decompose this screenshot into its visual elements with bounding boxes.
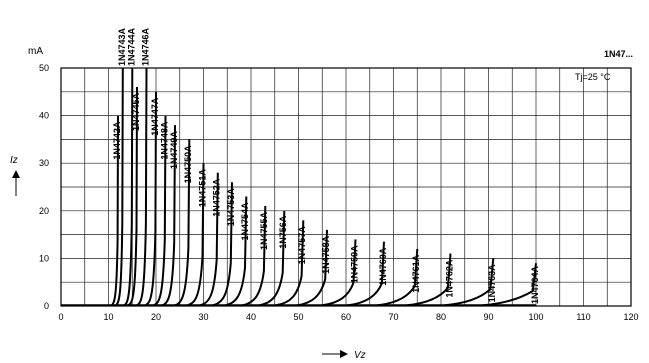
series-curve xyxy=(406,253,452,307)
series-curve xyxy=(187,163,205,307)
y-tick-label: 30 xyxy=(39,158,49,168)
series-label: 1N4749A xyxy=(169,131,179,170)
y-arrow-head xyxy=(12,170,20,178)
series-label: 1N4745A xyxy=(131,93,141,132)
y-unit-label: mA xyxy=(28,46,43,57)
series-curve xyxy=(123,67,134,307)
series-label: 1N4743A xyxy=(117,27,127,66)
series-curve xyxy=(258,210,286,307)
series-curves xyxy=(61,67,537,307)
series-curve xyxy=(127,86,138,307)
y-tick-label: 50 xyxy=(39,63,49,73)
series-curve xyxy=(322,239,357,307)
series-label: 1N4747A xyxy=(150,97,160,136)
series-label: 1N4742A xyxy=(112,121,122,160)
series-curve xyxy=(174,139,191,307)
series-curve xyxy=(347,241,385,307)
series-label: 1N4758A xyxy=(321,235,331,274)
series-label: 1N4762A xyxy=(445,259,455,298)
x-tick-label: 0 xyxy=(58,312,63,322)
series-label: 1N4750A xyxy=(183,145,193,184)
x-tick-label: 10 xyxy=(103,312,113,322)
series-curve xyxy=(296,229,328,307)
series-label: 1N4754A xyxy=(240,202,250,241)
y-tick-labels: 0 10 20 30 40 50 xyxy=(39,63,49,311)
series-labels: 1N4742A 1N4743A 1N4744A 1N4745A 1N4746A 1N474… xyxy=(112,27,540,304)
series-label: 1N756A xyxy=(278,215,288,249)
x-tick-label: 110 xyxy=(576,312,590,322)
y-tick-label: 40 xyxy=(39,111,49,121)
series-label: 1N4746A xyxy=(141,27,151,66)
series-curve xyxy=(225,196,248,307)
x-tick-label: 40 xyxy=(246,312,256,322)
series-label: 1N4764A xyxy=(530,265,540,304)
x-tick-label: 90 xyxy=(483,312,493,322)
series-label: 1N4752A xyxy=(212,178,222,217)
series-curve xyxy=(482,263,537,307)
series-curve xyxy=(275,220,305,307)
series-curve xyxy=(115,67,124,307)
series-curve xyxy=(199,172,219,307)
series-label: 1N4748A xyxy=(160,121,170,160)
series-label: 1N4763A xyxy=(487,264,497,303)
series-label: 1N4744A xyxy=(126,27,136,66)
x-tick-label: 120 xyxy=(623,312,638,322)
series-label: 1N4751A xyxy=(198,169,208,208)
x-tick-label: 100 xyxy=(528,312,543,322)
series-curve xyxy=(110,115,119,307)
y-tick-label: 20 xyxy=(39,206,49,216)
series-label: 1N4759A xyxy=(350,245,360,284)
series-curve xyxy=(161,125,176,307)
series-curve xyxy=(444,258,495,307)
series-curve xyxy=(212,182,233,307)
series-curve xyxy=(136,67,148,307)
y-tick-label: 0 xyxy=(44,301,49,311)
x-tick-label: 30 xyxy=(198,312,208,322)
y-axis-label: Iz xyxy=(10,155,18,166)
series-label: 1N4757A xyxy=(297,226,307,265)
series-curve xyxy=(377,248,419,307)
axis-arrows xyxy=(12,170,348,358)
y-tick-label: 10 xyxy=(39,253,49,263)
x-tick-labels: 0 10 20 30 40 50 60 70 80 90 100 110 120 xyxy=(58,312,638,322)
x-tick-label: 50 xyxy=(293,312,303,322)
series-curve xyxy=(153,115,167,307)
x-tick-label: 60 xyxy=(341,312,351,322)
series-label: 1N4761A xyxy=(411,254,421,293)
x-tick-label: 80 xyxy=(436,312,446,322)
x-arrow-head xyxy=(340,350,348,358)
series-curve xyxy=(242,205,267,307)
series-label: 1N4753A xyxy=(226,188,236,227)
x-tick-label: 20 xyxy=(151,312,161,322)
x-axis-label: Vz xyxy=(354,350,366,361)
series-curve xyxy=(144,91,157,307)
series-label: 1N4755A xyxy=(259,212,269,251)
chart-title: 1N47... xyxy=(604,49,633,59)
series-label: 1N4760A xyxy=(378,247,388,286)
x-tick-label: 70 xyxy=(388,312,398,322)
temperature-annotation: Tj=25 °C xyxy=(575,72,611,82)
